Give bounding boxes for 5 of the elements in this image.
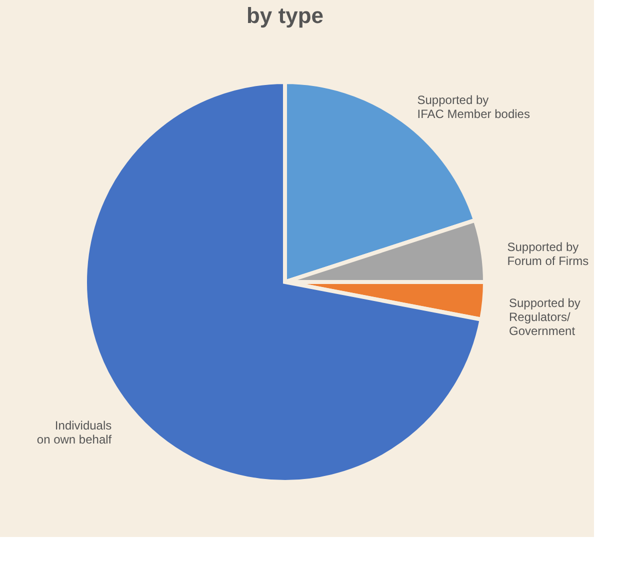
slice-label: Supported by Regulators/ Government bbox=[509, 296, 580, 338]
slice-label: Individuals on own behalf bbox=[36, 418, 112, 446]
chart-title: by type bbox=[246, 3, 324, 28]
slice-label: Supported by Forum of Firms bbox=[507, 240, 589, 268]
slice-label: Supported by IFAC Member bodies bbox=[417, 92, 530, 121]
